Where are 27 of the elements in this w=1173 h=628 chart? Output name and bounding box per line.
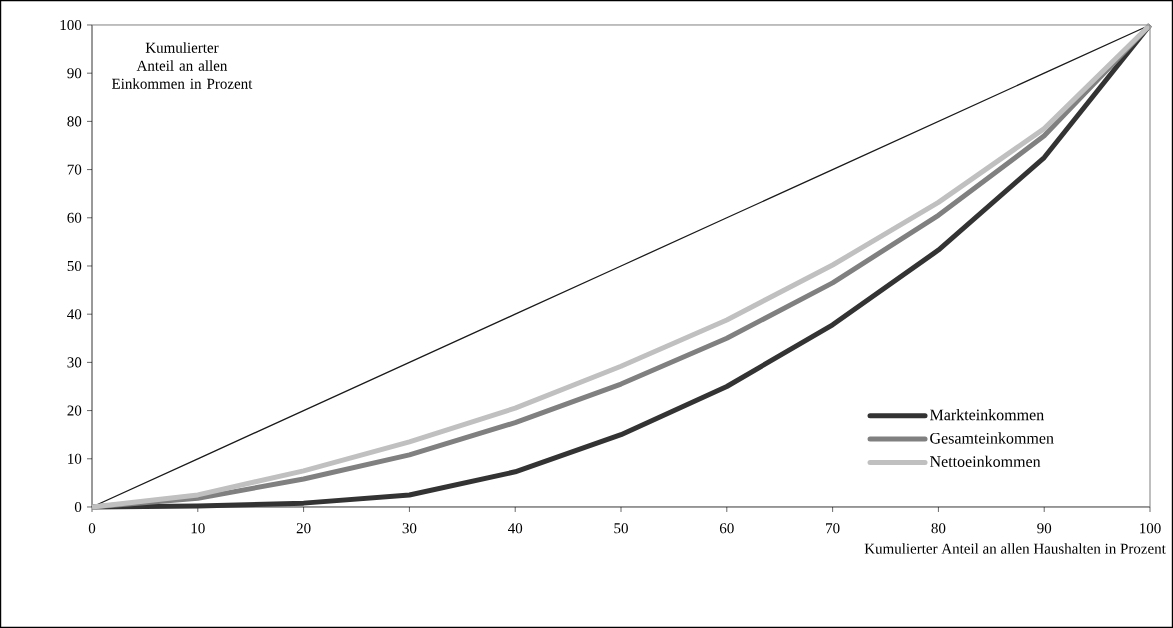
y-tick-label: 90 — [67, 68, 82, 79]
y-tick-label: 10 — [68, 453, 82, 464]
legend-label: Markteinkommen — [930, 409, 1044, 421]
x-tick-label: 20 — [296, 523, 311, 534]
y-tick-label: 40 — [67, 309, 82, 320]
y-tick-label: 60 — [67, 212, 82, 223]
x-tick-label: 30 — [402, 523, 417, 534]
y-tick-label: 0 — [74, 501, 82, 513]
y-tick-label: 30 — [67, 357, 82, 368]
x-tick-label: 90 — [1037, 523, 1052, 534]
y-tick-label: 70 — [67, 164, 82, 175]
x-tick-label: 0 — [88, 523, 96, 534]
legend-label: Nettoeinkommen — [930, 455, 1041, 467]
x-axis-title: Kumulierter Anteil an allen Haushalten in Prozent — [864, 543, 1166, 554]
y-tick-label: 80 — [67, 116, 82, 127]
y-tick-label: 50 — [67, 260, 82, 272]
x-tick-label: 10 — [191, 523, 205, 534]
x-tick-label: 40 — [508, 523, 523, 534]
y-tick-label: 100 — [60, 19, 82, 31]
legend-label: Gesamteinkommen — [930, 432, 1054, 444]
x-tick-label: 80 — [931, 523, 946, 534]
x-tick-label: 100 — [1140, 523, 1161, 534]
x-tick-label: 70 — [826, 523, 840, 534]
x-tick-label: 50 — [614, 523, 628, 534]
x-tick-label: 60 — [719, 523, 734, 534]
y-axis-title: Kumulierter Anteil an allen Einkommen in Prozent — [111, 42, 253, 89]
y-tick-label: 20 — [67, 405, 82, 416]
